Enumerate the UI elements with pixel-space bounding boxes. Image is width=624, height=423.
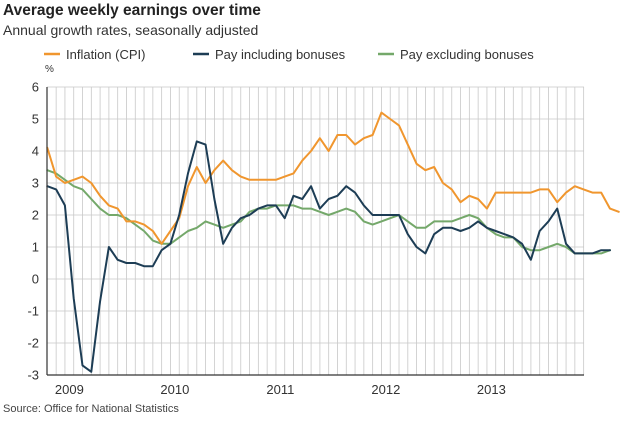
y-tick-labels: -3 -2 -1 0 1 2 3 4 5 6 bbox=[27, 80, 39, 383]
x-tick-label: 2009 bbox=[55, 382, 84, 397]
y-tick-label: 1 bbox=[32, 240, 39, 255]
legend-label-excl: Pay excluding bonuses bbox=[400, 47, 534, 62]
x-tick-label: 2011 bbox=[266, 382, 294, 397]
legend-label-cpi: Inflation (CPI) bbox=[66, 47, 145, 62]
y-tick-label: 4 bbox=[32, 144, 39, 159]
chart-subtitle: Annual growth rates, seasonally adjusted bbox=[3, 22, 259, 38]
x-tick-label: 2010 bbox=[160, 382, 189, 397]
y-tick-label: 3 bbox=[32, 176, 39, 191]
series-line-cpi bbox=[46, 111, 620, 245]
series-line-incl bbox=[46, 140, 611, 373]
legend-label-incl: Pay including bonuses bbox=[215, 47, 346, 62]
y-tick-label: 5 bbox=[32, 112, 39, 127]
y-unit-label: % bbox=[45, 64, 54, 75]
y-tick-label: 0 bbox=[32, 272, 39, 287]
source-note: Source: Office for National Statistics bbox=[3, 403, 179, 415]
axes bbox=[46, 87, 584, 376]
x-tick-label: 2013 bbox=[477, 382, 506, 397]
series-layer bbox=[46, 111, 620, 373]
y-tick-label: 6 bbox=[32, 80, 39, 95]
y-tick-label: 2 bbox=[32, 208, 39, 223]
grid bbox=[47, 86, 585, 376]
y-tick-label: -2 bbox=[27, 336, 39, 351]
legend: Inflation (CPI) Pay including bonuses Pay … bbox=[44, 47, 534, 62]
y-tick-label: -3 bbox=[27, 368, 39, 383]
x-tick-label: 2012 bbox=[371, 382, 400, 397]
y-tick-label: -1 bbox=[27, 304, 39, 319]
x-tick-labels: 2009 2010 2011 2012 2013 bbox=[55, 382, 506, 397]
chart-title: Average weekly earnings over time bbox=[3, 2, 261, 19]
